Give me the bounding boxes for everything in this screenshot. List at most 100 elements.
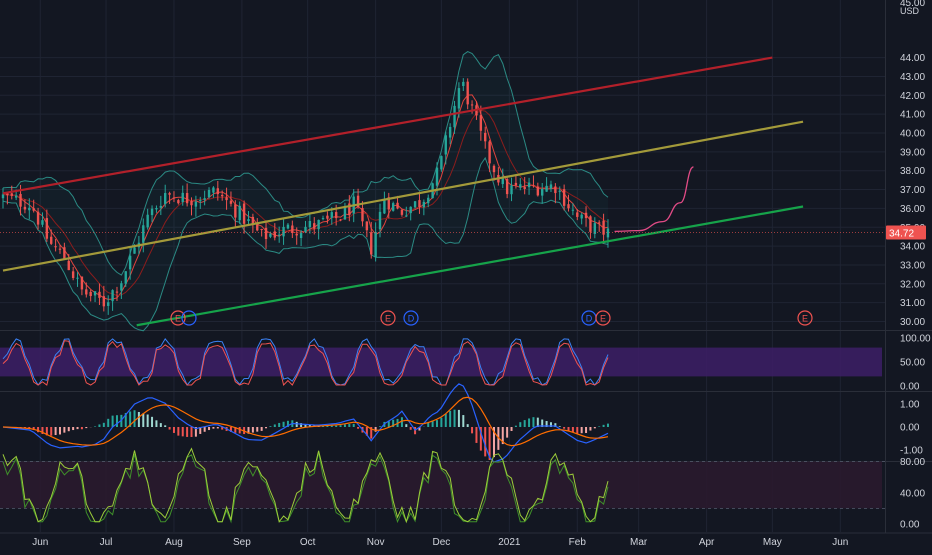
candle-body[interactable] (506, 179, 508, 194)
candle-body[interactable] (76, 278, 78, 279)
candle-body[interactable] (559, 191, 561, 192)
candle-body[interactable] (173, 198, 175, 199)
candle-body[interactable] (168, 193, 170, 195)
candle-body[interactable] (234, 204, 236, 217)
candle-body[interactable] (146, 215, 148, 228)
candle-body[interactable] (50, 237, 52, 244)
candle-body[interactable] (269, 234, 271, 237)
candle-body[interactable] (379, 212, 381, 229)
candle-body[interactable] (256, 224, 258, 231)
candle-body[interactable] (554, 186, 556, 193)
candle-body[interactable] (98, 292, 100, 298)
candle-body[interactable] (493, 166, 495, 172)
candle-body[interactable] (515, 183, 517, 185)
candle-body[interactable] (296, 234, 298, 236)
candle-body[interactable] (37, 212, 39, 225)
candle-body[interactable] (81, 277, 83, 290)
candle-body[interactable] (510, 185, 512, 194)
candle-body[interactable] (182, 193, 184, 202)
candle-body[interactable] (243, 204, 245, 224)
candle-body[interactable] (466, 82, 468, 105)
candle-body[interactable] (537, 187, 539, 196)
candle-body[interactable] (458, 88, 460, 108)
candle-body[interactable] (11, 193, 13, 196)
candle-body[interactable] (133, 247, 135, 253)
candle-body[interactable] (24, 207, 26, 210)
candle-body[interactable] (155, 208, 157, 209)
candle-body[interactable] (519, 184, 521, 187)
candle-body[interactable] (265, 228, 267, 239)
candle-body[interactable] (2, 194, 4, 198)
candle-body[interactable] (309, 221, 311, 227)
candle-body[interactable] (392, 203, 394, 211)
candle-body[interactable] (322, 218, 324, 219)
candle-body[interactable] (28, 208, 30, 210)
candle-body[interactable] (190, 201, 192, 205)
candle-body[interactable] (203, 198, 205, 200)
candle-body[interactable] (339, 219, 341, 220)
candle-body[interactable] (585, 213, 587, 218)
candle-body[interactable] (94, 291, 96, 295)
candle-body[interactable] (405, 215, 407, 216)
candle-body[interactable] (151, 209, 153, 215)
candle-body[interactable] (589, 216, 591, 232)
candle-body[interactable] (186, 193, 188, 203)
candle-body[interactable] (217, 188, 219, 194)
candle-body[interactable] (383, 199, 385, 213)
candle-body[interactable] (63, 247, 65, 259)
candle-body[interactable] (221, 195, 223, 196)
candle-body[interactable] (427, 198, 429, 203)
candle-body[interactable] (142, 225, 144, 243)
candle-body[interactable] (453, 106, 455, 127)
candle-body[interactable] (278, 235, 280, 236)
candle-body[interactable] (208, 190, 210, 197)
candle-body[interactable] (300, 233, 302, 238)
candle-body[interactable] (331, 212, 333, 218)
candle-body[interactable] (523, 187, 525, 189)
candle-body[interactable] (164, 193, 166, 204)
candle-body[interactable] (32, 208, 34, 211)
candle-body[interactable] (480, 115, 482, 131)
candle-body[interactable] (418, 200, 420, 207)
candle-body[interactable] (545, 186, 547, 192)
candle-body[interactable] (54, 246, 56, 247)
candle-body[interactable] (563, 189, 565, 206)
candle-body[interactable] (462, 82, 464, 86)
candle-body[interactable] (414, 201, 416, 207)
candle-body[interactable] (19, 194, 21, 207)
candle-body[interactable] (68, 261, 70, 270)
candle-body[interactable] (195, 202, 197, 207)
candle-body[interactable] (436, 168, 438, 186)
candle-body[interactable] (449, 127, 451, 138)
candle-body[interactable] (396, 203, 398, 209)
candle-body[interactable] (370, 232, 372, 254)
candle-body[interactable] (580, 215, 582, 219)
candle-body[interactable] (366, 222, 368, 231)
candle-body[interactable] (116, 292, 118, 293)
candle-body[interactable] (541, 189, 543, 196)
candle-body[interactable] (313, 223, 315, 229)
candle-body[interactable] (260, 229, 262, 230)
candle-body[interactable] (103, 296, 105, 306)
candle-body[interactable] (423, 202, 425, 207)
candle-body[interactable] (225, 197, 227, 200)
candle-body[interactable] (72, 271, 74, 278)
candle-body[interactable] (488, 141, 490, 163)
candle-body[interactable] (440, 156, 442, 169)
candle-body[interactable] (120, 283, 122, 290)
candle-body[interactable] (572, 210, 574, 211)
candle-body[interactable] (607, 228, 609, 237)
candle-body[interactable] (304, 227, 306, 232)
candle-body[interactable] (199, 200, 201, 201)
candle-body[interactable] (59, 249, 61, 250)
candle-body[interactable] (335, 212, 337, 218)
candle-body[interactable] (111, 290, 113, 301)
candle-body[interactable] (598, 222, 600, 223)
candle-body[interactable] (287, 225, 289, 229)
candle-body[interactable] (89, 292, 91, 296)
candle-body[interactable] (15, 196, 17, 198)
candle-body[interactable] (576, 212, 578, 217)
candle-body[interactable] (107, 302, 109, 306)
candle-body[interactable] (85, 289, 87, 294)
